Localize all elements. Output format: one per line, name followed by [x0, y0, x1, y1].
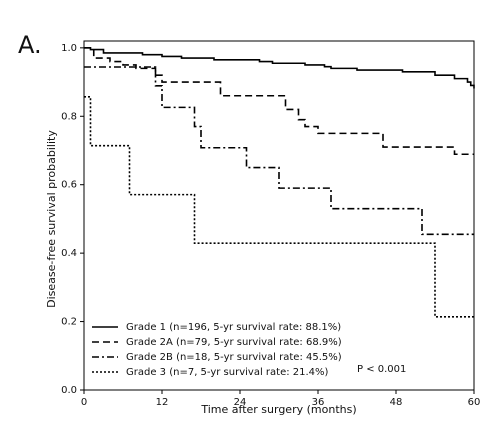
- legend-label: Grade 2B (n=18, 5-yr survival rate: 45.5…: [126, 352, 342, 363]
- x-tick-label: 60: [468, 397, 481, 408]
- y-tick-label: 0.0: [61, 385, 77, 396]
- x-tick-label: 48: [390, 397, 403, 408]
- x-tick-label: 12: [156, 397, 169, 408]
- y-tick-label: 0.4: [61, 248, 77, 259]
- legend-label: Grade 2A (n=79, 5-yr survival rate: 68.9…: [126, 337, 342, 348]
- y-tick-label: 0.2: [61, 317, 77, 328]
- plot-frame: [83, 40, 475, 391]
- y-tick-label: 0.8: [61, 111, 77, 122]
- y-axis-label: Disease-free survival probability: [45, 130, 58, 308]
- x-tick-label: 36: [312, 397, 325, 408]
- y-tick-label: 1.0: [61, 43, 77, 54]
- y-tick-label: 0.6: [61, 180, 77, 191]
- panel-label: A.: [18, 31, 42, 59]
- annotation: P < 0.001: [357, 364, 406, 375]
- survival-curve: [84, 47, 474, 156]
- x-tick-label: 24: [234, 397, 247, 408]
- x-tick-label: 0: [81, 397, 87, 408]
- survival-curve: [84, 47, 475, 89]
- legend-label: Grade 3 (n=7, 5-yr survival rate: 21.4%): [126, 367, 329, 378]
- survival-curve: [84, 95, 474, 318]
- x-axis-label: Time after surgery (months): [200, 403, 356, 416]
- legend-label: Grade 1 (n=196, 5-yr survival rate: 88.1…: [126, 322, 341, 333]
- survival-curve: [84, 66, 474, 236]
